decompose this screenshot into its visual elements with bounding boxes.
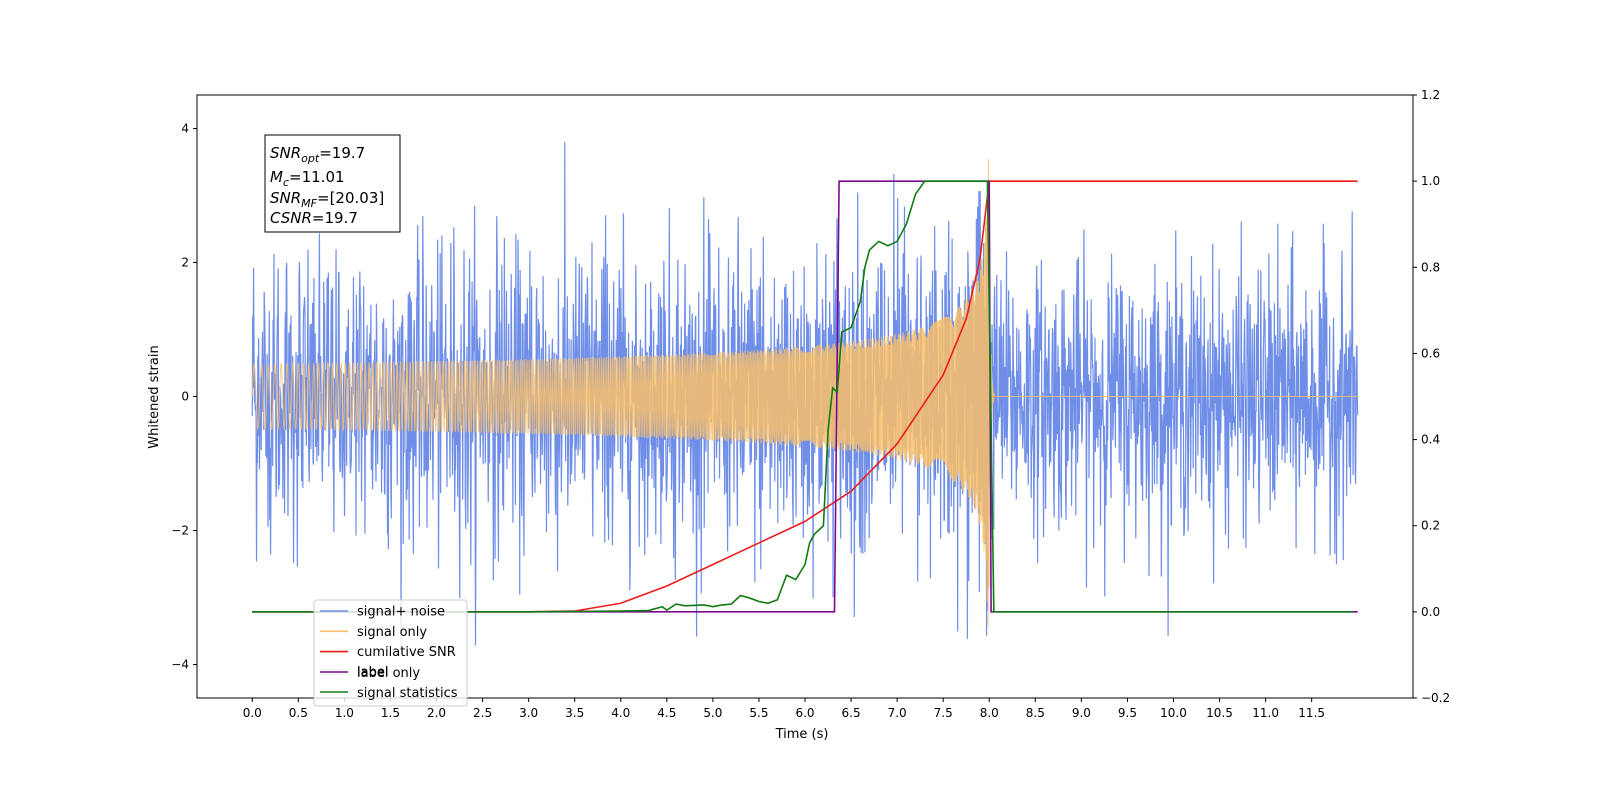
x-axis-label: Time (s)	[775, 727, 829, 742]
x-tick-label: 0.5	[289, 706, 308, 720]
series-cumulative-snr	[252, 180, 1358, 613]
x-tick-label: 1.5	[381, 706, 400, 720]
y-axis-label: Whitened strain	[147, 345, 162, 448]
mc-sub: c	[283, 176, 289, 189]
y2-tick-label: 0.8	[1421, 260, 1440, 274]
y2-tick-label: 0.4	[1421, 433, 1440, 447]
x-tick-label: 0.0	[243, 706, 262, 720]
x-tick-label: 4.5	[657, 706, 676, 720]
y-axis-left: 4 2 0 −2 −4	[171, 122, 197, 672]
snr-opt-value: =19.7	[319, 144, 365, 162]
y-tick-label: 4	[181, 122, 189, 136]
legend: signal+ noise signal only cumilative SNR la…	[313, 599, 468, 707]
x-tick-label: 3.5	[565, 706, 584, 720]
y2-tick-label: 1.2	[1421, 88, 1440, 102]
y2-tick-label: 1.0	[1421, 174, 1440, 188]
y2-tick-label: 0.0	[1421, 605, 1440, 619]
y2-tick-label: 0.6	[1421, 346, 1440, 360]
snr-mf-sub: MF	[301, 197, 317, 210]
x-tick-label: 6.0	[795, 706, 814, 720]
x-tick-label: 11.5	[1298, 706, 1325, 720]
x-tick-label: 7.0	[888, 706, 907, 720]
csnr-value: =19.7	[312, 209, 358, 227]
x-tick-label: 1.0	[335, 706, 354, 720]
x-tick-label: 5.5	[749, 706, 768, 720]
snr-mf-value: =[20.03]	[317, 189, 384, 207]
svg-text:SNRopt=19.7: SNRopt=19.7	[270, 144, 365, 165]
svg-text:SNRMF=[20.03]: SNRMF=[20.03]	[270, 189, 384, 210]
legend-label: label only	[357, 666, 420, 681]
x-tick-label: 10.0	[1160, 706, 1187, 720]
x-tick-label: 11.0	[1252, 706, 1279, 720]
mc-value: =11.01	[289, 168, 345, 186]
x-axis: 0.0 0.5 1.0 1.5 2.0 2.5 3.0 3.5 4.0 4.5 5.0 5.5 6.0 6…	[243, 698, 1325, 720]
legend-label: signal+ noise	[357, 605, 445, 620]
svg-text:CSNR=19.7: CSNR=19.7	[270, 209, 358, 227]
y-tick-label: −2	[171, 524, 189, 538]
x-tick-label: 6.5	[842, 706, 861, 720]
y-tick-label: 2	[181, 256, 189, 270]
mc-symbol: M	[270, 168, 283, 186]
snr-opt-symbol: SNR	[270, 144, 301, 162]
x-tick-label: 3.0	[519, 706, 538, 720]
x-tick-label: 2.5	[473, 706, 492, 720]
snr-mf-symbol: SNR	[270, 189, 301, 207]
snr-opt-sub: opt	[301, 152, 320, 165]
x-tick-label: 8.5	[1026, 706, 1045, 720]
x-tick-label: 8.0	[980, 706, 999, 720]
x-tick-label: 7.5	[934, 706, 953, 720]
info-box: SNRopt=19.7 Mc=11.01 SNRMF=[20.03] CSNR=…	[264, 134, 401, 233]
y-tick-label: 0	[181, 390, 189, 404]
y2-tick-label: −0.2	[1421, 691, 1450, 705]
series-signal-only	[251, 159, 1358, 627]
y-axis-right: 1.2 1.0 0.8 0.6 0.4 0.2 0.0 −0.2	[1413, 88, 1450, 705]
x-tick-label: 2.0	[427, 706, 446, 720]
legend-label: cumilative SNR	[357, 645, 456, 660]
x-tick-label: 9.0	[1072, 706, 1091, 720]
csnr-symbol: CSNR	[270, 209, 312, 227]
svg-text:Mc=11.01: Mc=11.01	[270, 168, 345, 189]
x-tick-label: 4.0	[611, 706, 630, 720]
x-tick-label: 9.5	[1118, 706, 1137, 720]
series-signal-statistics	[252, 180, 1354, 613]
x-tick-label: 10.5	[1206, 706, 1233, 720]
y-tick-label: −4	[171, 658, 189, 672]
legend-label: signal statistics	[357, 686, 458, 701]
x-tick-label: 5.0	[703, 706, 722, 720]
legend-label: signal only	[357, 625, 427, 640]
legend-label: label	[357, 665, 388, 680]
y2-tick-label: 0.2	[1421, 519, 1440, 533]
